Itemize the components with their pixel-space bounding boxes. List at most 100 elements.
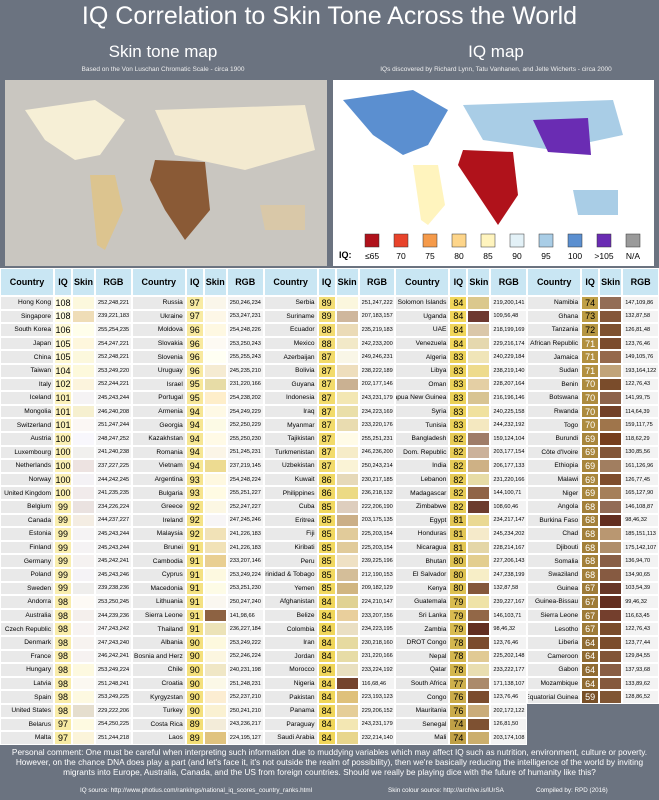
country: Turkmenistan	[263, 445, 318, 460]
iq-value: 93	[185, 472, 204, 487]
skin-swatch	[599, 445, 623, 460]
column-header: Skin	[203, 268, 227, 296]
rgb-value: 251,248,241	[95, 676, 132, 691]
rgb-value: 141,99,75	[622, 391, 659, 405]
country: Macedonia	[131, 581, 186, 596]
rgb-value: 241,226,183	[226, 527, 264, 541]
rgb-value: 206,177,133	[490, 459, 528, 473]
country: Uruguay	[131, 364, 186, 378]
skin-swatch	[203, 622, 227, 636]
rgb-value: 98,46,32	[490, 622, 528, 636]
iq-value: 83	[449, 418, 468, 432]
skin-swatch	[335, 731, 359, 745]
iq-value: 87	[317, 364, 336, 378]
rgb-value: 147,109,86	[622, 296, 659, 310]
rgb-value: 228,207,164	[490, 377, 528, 392]
skin-swatch	[335, 391, 359, 405]
country: Serbia	[263, 296, 318, 310]
skin-swatch	[203, 336, 227, 351]
rgb-value: 144,100,71	[490, 486, 528, 500]
country: Dom. Republic	[395, 445, 450, 460]
iq-value: 84	[449, 323, 468, 337]
legend-label: 100	[568, 251, 582, 261]
iq-value: 96	[185, 364, 204, 378]
country: Trinidad & Tobago	[263, 568, 318, 582]
skin-swatch	[203, 323, 227, 337]
skin-swatch	[203, 350, 227, 364]
country: Czech Republic	[0, 622, 54, 636]
iq-value: 94	[185, 459, 204, 473]
country: Burundi	[527, 432, 582, 446]
iq-value: 105	[54, 350, 72, 364]
country: Nicaragua	[395, 540, 450, 555]
rgb-value: 202,177,146	[358, 377, 396, 392]
skin-swatch	[335, 459, 359, 473]
skin-swatch	[203, 527, 227, 541]
skin-swatch	[599, 663, 623, 677]
skin-source: Skin colour source: http://archive.is/lU…	[388, 787, 504, 794]
iq-value: 68	[581, 500, 600, 514]
country: Lithuania	[131, 595, 186, 609]
country: Qatar	[395, 663, 450, 677]
rgb-value: 239,238,236	[95, 581, 132, 596]
skin-swatch	[599, 595, 623, 609]
legend-swatch	[567, 233, 583, 248]
rgb-value: 216,196,146	[490, 391, 528, 405]
rgb-value: 238,222,189	[358, 364, 396, 378]
iq-value: 71	[581, 336, 600, 351]
column-header: Skin	[467, 268, 491, 296]
country: Malta	[0, 731, 54, 745]
rgb-value: 255,251,231	[358, 432, 396, 446]
country: Mexico	[263, 336, 318, 351]
country: Taiwan	[0, 364, 54, 378]
iq-value: 94	[185, 445, 204, 460]
skin-swatch	[203, 377, 227, 392]
iq-value: 85	[317, 527, 336, 541]
iq-value: 99	[54, 554, 72, 568]
iq-value: 90	[185, 690, 204, 704]
country: UAE	[395, 323, 450, 337]
skin-swatch	[72, 459, 95, 473]
column-header: RGB	[226, 268, 264, 296]
country: Paraguay	[263, 717, 318, 732]
rgb-value: 233,224,192	[358, 663, 396, 677]
iq-value: 69	[581, 459, 600, 473]
country: Venezuela	[395, 336, 450, 351]
country: Latvia	[0, 676, 54, 691]
country: Mauritania	[395, 704, 450, 718]
skin-swatch	[72, 554, 95, 568]
skin-swatch	[203, 676, 227, 691]
country: Italy	[0, 377, 54, 392]
skin-swatch	[203, 540, 227, 555]
rgb-value: 225,203,154	[358, 540, 396, 555]
country: Norway	[0, 472, 54, 487]
country: Benin	[527, 377, 582, 392]
iq-value: 87	[317, 391, 336, 405]
skin-swatch	[599, 323, 623, 337]
country: Belgium	[0, 500, 54, 514]
rgb-value: 230,218,160	[358, 636, 396, 650]
country: Tanzania	[527, 323, 582, 337]
rgb-value: 232,214,140	[358, 731, 396, 745]
iq-value: 85	[317, 554, 336, 568]
skin-swatch	[467, 581, 491, 596]
skin-swatch	[467, 568, 491, 582]
column-header: Skin	[599, 268, 623, 296]
rgb-value: 99,46,32	[622, 595, 659, 609]
legend-label: 95	[541, 251, 551, 261]
country: Botswana	[527, 391, 582, 405]
iq-value: 97	[54, 731, 72, 745]
skin-swatch	[335, 309, 359, 324]
rgb-value: 233,207,156	[358, 608, 396, 623]
skin-swatch	[72, 377, 95, 392]
iq-value: 84	[449, 309, 468, 324]
iq-value: 70	[581, 377, 600, 392]
country: C. African Republic	[527, 336, 582, 351]
skin-swatch	[335, 418, 359, 432]
iq-value: 83	[449, 364, 468, 378]
iq-value: 86	[317, 472, 336, 487]
skin-swatch	[599, 527, 623, 541]
rgb-value: 246,240,208	[95, 404, 132, 419]
skin-swatch	[72, 540, 95, 555]
